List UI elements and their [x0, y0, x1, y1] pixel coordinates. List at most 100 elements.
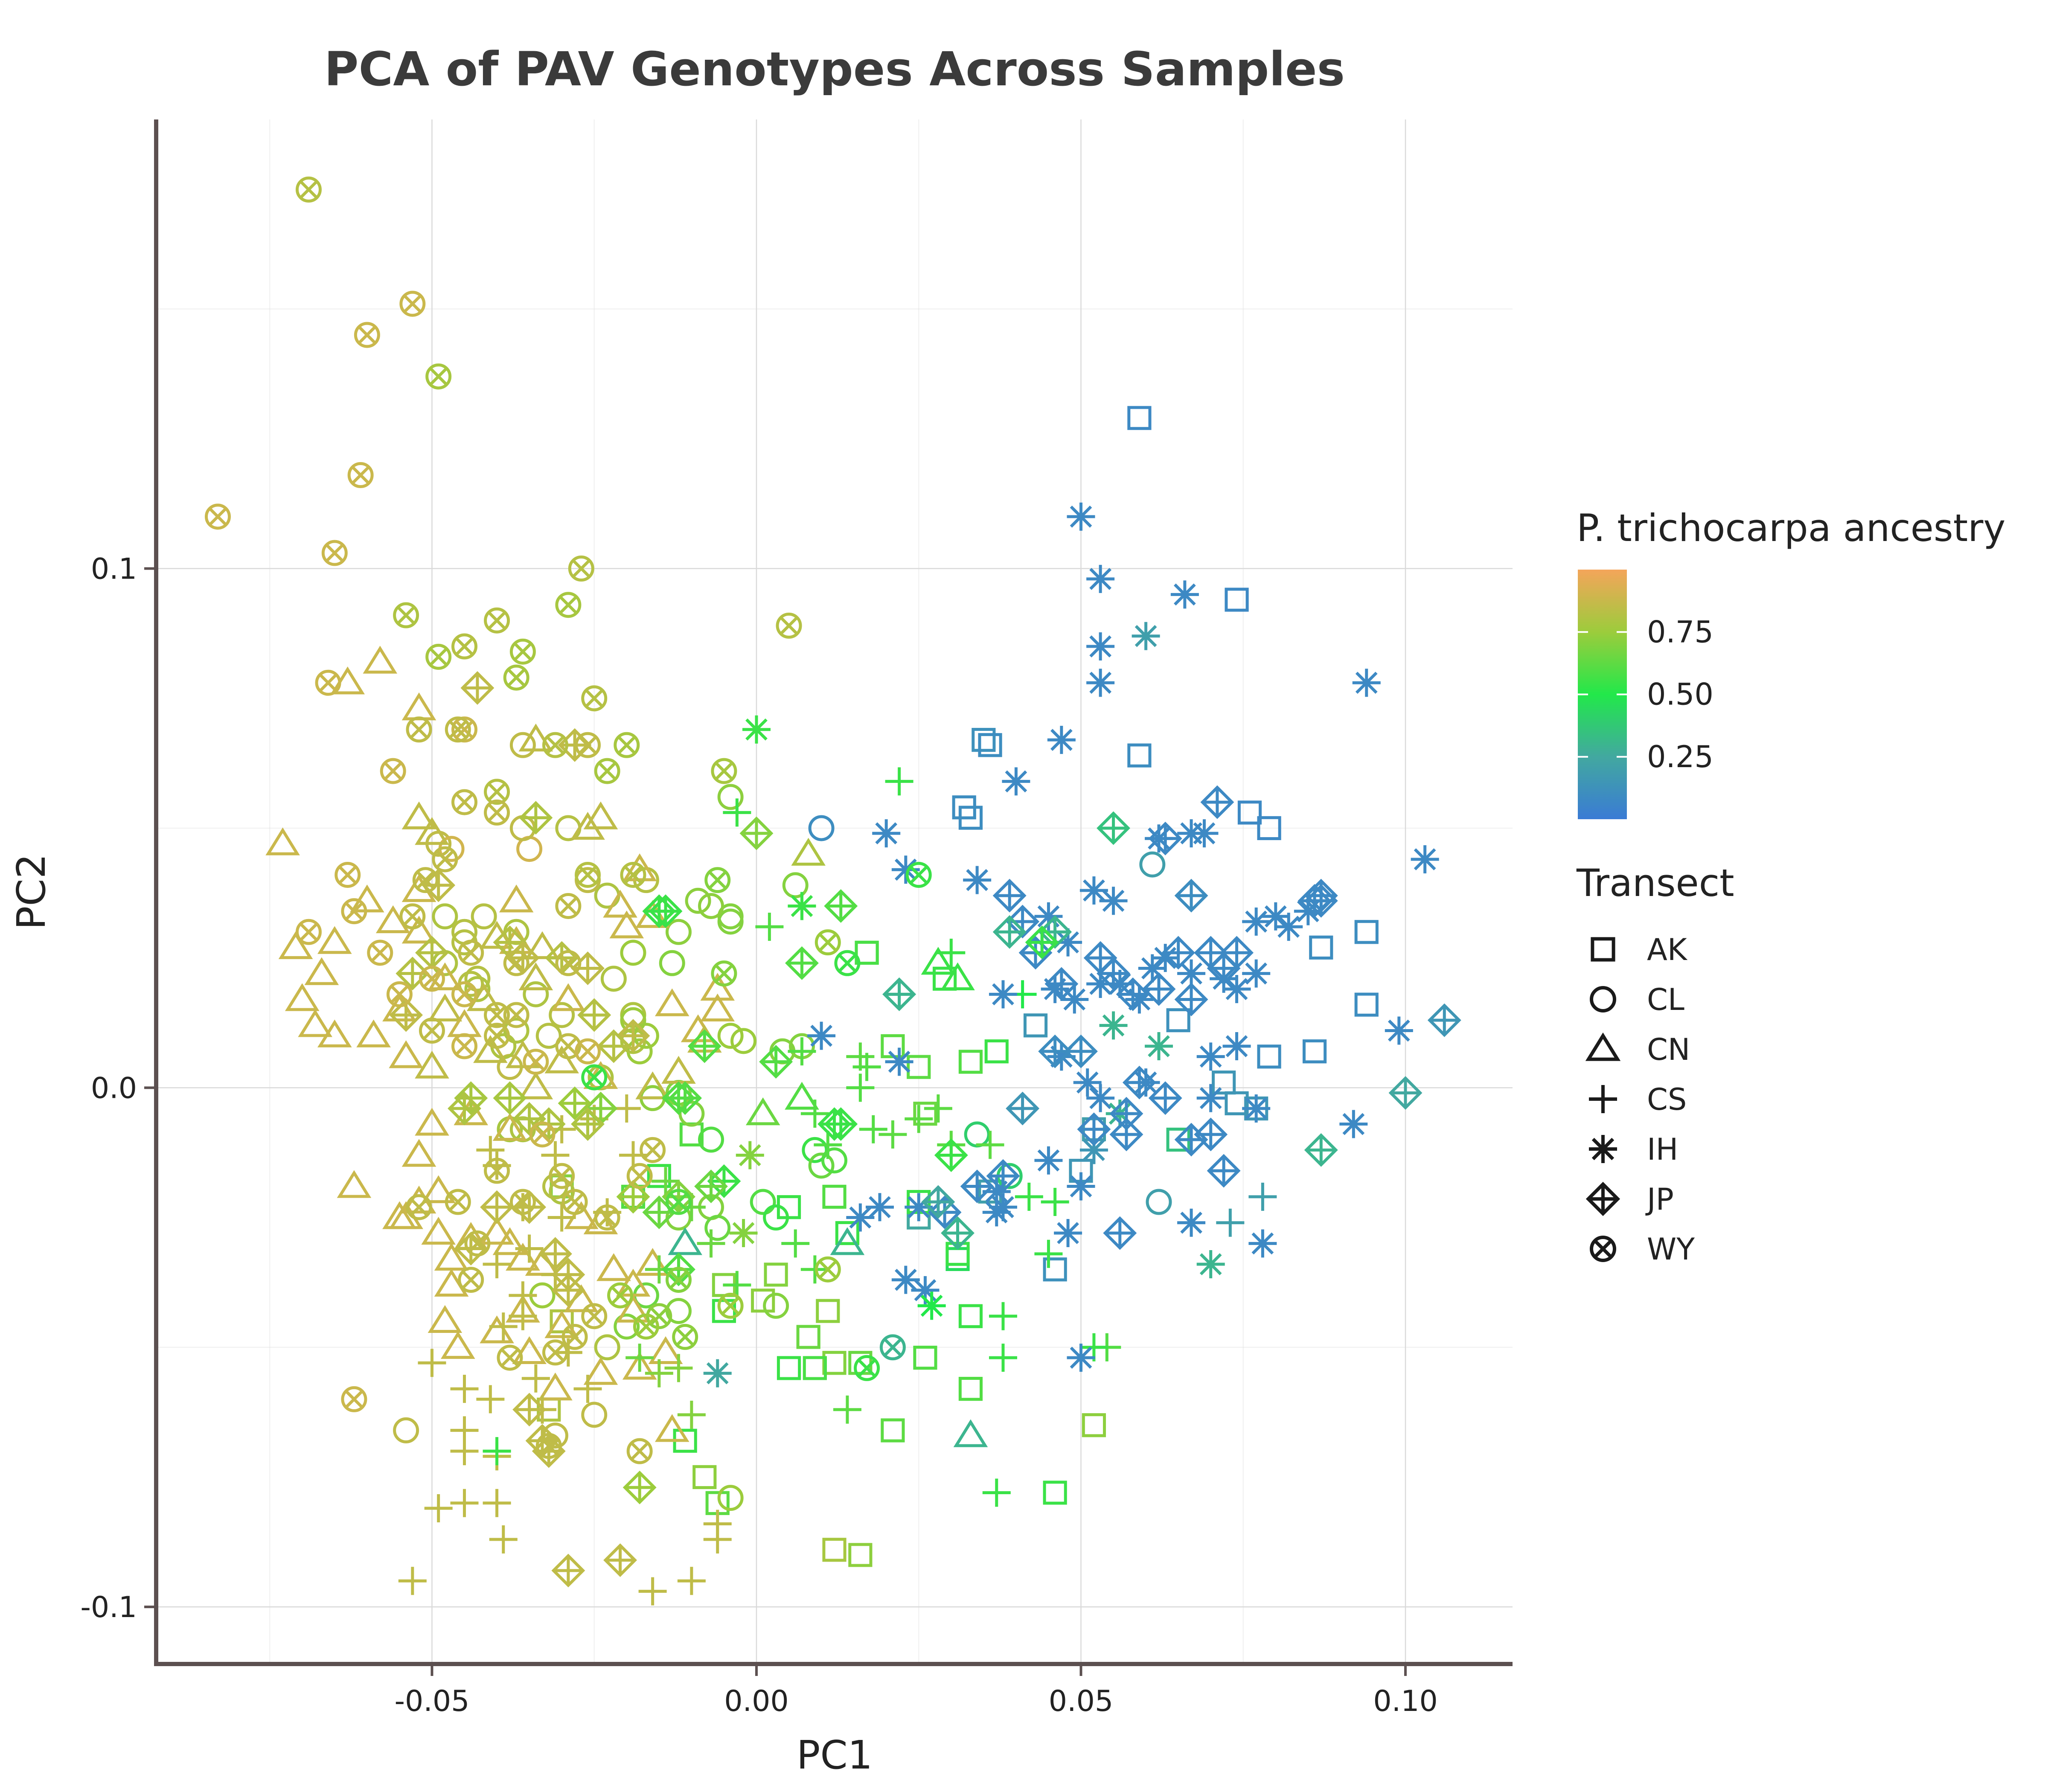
point-wy [815, 1256, 841, 1283]
point-cs [905, 1105, 933, 1133]
point-cs [652, 1167, 680, 1196]
point-jp [1044, 967, 1079, 1001]
point-ih [905, 1193, 933, 1222]
point-cn [421, 1216, 456, 1245]
point-wy [464, 1230, 491, 1257]
point-cs [424, 1494, 453, 1522]
point-wy [295, 919, 322, 945]
color-legend-tick-label: 0.75 [1647, 614, 1713, 649]
point-ih [1190, 819, 1219, 848]
point-cs [723, 798, 751, 827]
point-ih [1385, 1016, 1413, 1045]
point-cl [523, 981, 549, 1007]
point-ih [1041, 975, 1069, 1004]
point-ak [822, 1351, 847, 1375]
point-jp [739, 816, 774, 850]
point-jp [616, 1019, 650, 1053]
point-jp [493, 1081, 527, 1115]
diamond-plus-icon [1585, 1181, 1620, 1216]
x-axis-ticks: -0.05 0.00 0.05 0.10 [394, 1664, 1438, 1718]
point-jp [551, 1273, 585, 1307]
point-ak [796, 1325, 820, 1349]
point-ih [736, 1141, 764, 1169]
point-jp [1097, 811, 1130, 845]
point-cs [859, 1115, 887, 1143]
point-ih [1242, 1094, 1271, 1123]
point-jp [934, 1138, 968, 1172]
point-wy [451, 789, 477, 815]
point-cs [852, 1053, 881, 1081]
point-wy [555, 950, 582, 976]
point-ih [1086, 564, 1115, 593]
shape-legend-label: JP [1645, 1182, 1674, 1217]
point-ak [1257, 1044, 1281, 1069]
point-wy [419, 1017, 445, 1044]
point-jp [480, 1190, 514, 1224]
point-wy [711, 758, 737, 784]
point-ih [1196, 1250, 1225, 1279]
point-jp [1006, 1091, 1040, 1126]
point-cn [791, 838, 826, 866]
point-wy [879, 1334, 906, 1361]
point-ih [982, 1198, 1011, 1227]
point-wy [412, 867, 439, 893]
point-jp [571, 1107, 605, 1141]
point-cl [464, 966, 491, 992]
point-wy [614, 732, 640, 758]
point-jp [603, 1543, 637, 1577]
point-wy [445, 716, 471, 743]
point-ih [1222, 975, 1251, 1004]
point-wy [717, 1292, 744, 1319]
x-tick-label: 0.05 [1049, 1684, 1113, 1718]
point-cl [717, 903, 744, 930]
point-cs [515, 1234, 544, 1263]
point-wy [484, 799, 510, 826]
point-wy [425, 363, 452, 390]
point-cs [483, 1489, 511, 1517]
point-wy [620, 861, 646, 888]
point-cl [614, 1313, 640, 1340]
point-ih [1047, 1042, 1076, 1071]
point-wy [665, 1267, 692, 1293]
point-cn [428, 962, 463, 990]
point-wy [581, 1303, 608, 1329]
point-ak [1257, 816, 1281, 841]
point-ak [978, 733, 1002, 757]
point-ih [1177, 959, 1206, 988]
point-cs [755, 913, 784, 941]
point-wy [295, 176, 322, 203]
point-cs [937, 938, 966, 967]
point-cn [655, 1414, 689, 1442]
point-cl [665, 919, 692, 945]
point-ih [1242, 959, 1271, 988]
point-ih [1002, 767, 1030, 796]
point-cl [717, 784, 744, 810]
point-cl [503, 1017, 529, 1044]
point-cs [989, 1302, 1017, 1330]
point-cn [415, 1108, 449, 1136]
point-cs [483, 1250, 511, 1279]
point-wy [347, 462, 374, 489]
color-legend-tick-label: 0.25 [1647, 739, 1713, 774]
point-wy [503, 950, 529, 976]
point-cl [704, 1215, 731, 1241]
circle-icon [1590, 986, 1616, 1012]
point-ih [1339, 1110, 1368, 1138]
point-ak [1237, 800, 1262, 825]
point-cl [575, 867, 601, 893]
point-wy [711, 960, 737, 987]
point-cl [659, 950, 685, 976]
point-cs [989, 1344, 1017, 1372]
point-cs [788, 1037, 816, 1066]
shape-legend-label: WY [1647, 1232, 1695, 1267]
point-cs [677, 1567, 706, 1595]
point-ih [1105, 969, 1134, 998]
point-jp [538, 1237, 572, 1271]
point-jp [460, 671, 495, 705]
point-jp [1148, 1081, 1182, 1115]
point-cs [547, 1203, 576, 1232]
point-cn [921, 947, 956, 975]
point-wy [484, 1158, 510, 1184]
point-cl [763, 1204, 789, 1231]
point-cl [678, 1100, 705, 1127]
